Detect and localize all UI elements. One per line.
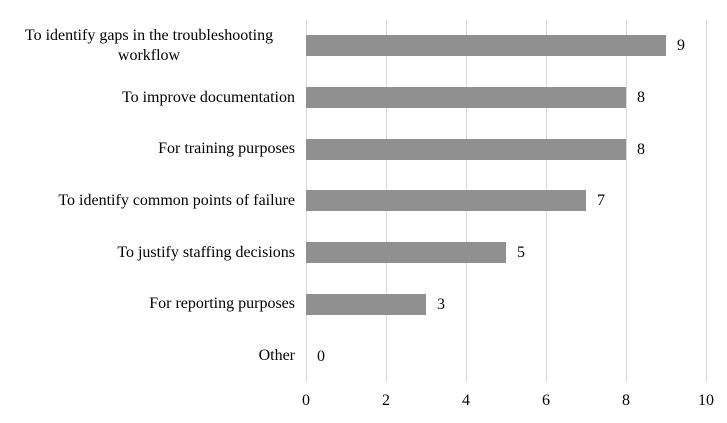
category-label: For training purposes xyxy=(0,123,295,175)
x-tick-label: 10 xyxy=(698,392,714,409)
category-label-text: For training purposes xyxy=(158,140,295,158)
x-tick-label: 6 xyxy=(542,392,550,409)
category-label-text: To justify staffing decisions xyxy=(117,243,295,261)
bar xyxy=(306,35,666,57)
category-label: To identify gaps in the troubleshooting … xyxy=(0,20,295,72)
category-axis: To identify gaps in the troubleshooting … xyxy=(0,0,295,423)
bar xyxy=(306,190,586,212)
value-label: 0 xyxy=(317,347,325,365)
value-label: 7 xyxy=(597,192,605,210)
value-label: 3 xyxy=(437,295,445,313)
plot-area: 9 8 8 7 5 3 0 xyxy=(306,20,707,382)
category-label-text: To improve documentation xyxy=(121,88,295,106)
bar xyxy=(306,293,426,315)
bar-row: 9 xyxy=(306,20,706,72)
value-label: 9 xyxy=(677,37,685,55)
gridline xyxy=(626,20,627,382)
x-tick-label: 2 xyxy=(382,392,390,409)
category-label-text: Other xyxy=(258,347,295,365)
bar-row: 7 xyxy=(306,175,706,227)
category-label: Other xyxy=(0,330,295,382)
category-label: To identify common points of failure xyxy=(0,175,295,227)
value-label: 5 xyxy=(517,244,525,262)
category-label: To justify staffing decisions xyxy=(0,227,295,279)
value-label: 8 xyxy=(637,140,645,158)
category-label-text: To identify gaps in the troubleshooting … xyxy=(24,26,274,64)
x-tick-label: 0 xyxy=(302,392,310,409)
gridline xyxy=(706,20,707,382)
value-axis: 0 2 4 6 8 10 xyxy=(0,392,727,416)
bar-row: 5 xyxy=(306,227,706,279)
category-label: To improve documentation xyxy=(0,72,295,124)
bar xyxy=(306,242,506,264)
bar xyxy=(306,138,626,160)
category-label-text: For reporting purposes xyxy=(149,295,295,313)
x-tick-label: 8 xyxy=(622,392,630,409)
category-label-text: To identify common points of failure xyxy=(58,191,295,209)
bar-row: 8 xyxy=(306,72,706,124)
value-label: 8 xyxy=(637,89,645,107)
bar-row: 8 xyxy=(306,123,706,175)
x-tick-label: 4 xyxy=(462,392,470,409)
bar xyxy=(306,87,626,109)
bar-row: 0 xyxy=(306,330,706,382)
bar-row: 3 xyxy=(306,279,706,331)
category-label: For reporting purposes xyxy=(0,279,295,331)
